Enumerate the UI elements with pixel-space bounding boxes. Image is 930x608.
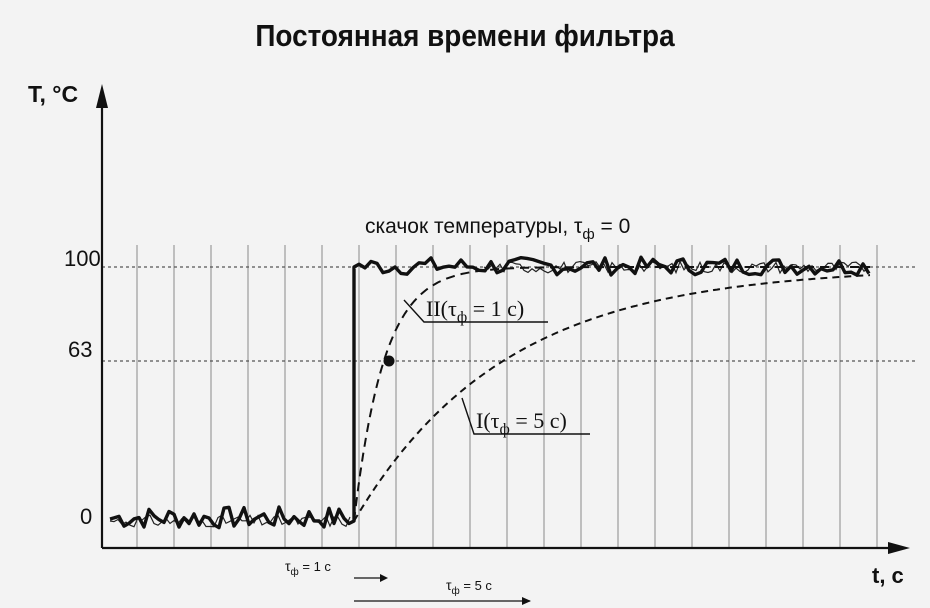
filter1-label: I(τф = 5 с)	[476, 408, 567, 438]
y-axis-arrow	[96, 84, 108, 108]
point-63-percent	[383, 355, 395, 367]
x-axis-arrow	[888, 542, 910, 554]
filter2-leader	[403, 299, 548, 323]
filter2-label: II(τф = 1 с)	[426, 296, 524, 326]
grid	[102, 245, 915, 548]
y-tick-label-0: 0	[80, 504, 92, 529]
chart-title: Постоянная времени фильтра	[255, 18, 675, 53]
series-filter-tau1	[353, 266, 870, 522]
y-axis-label: T, °С	[28, 81, 78, 107]
x-axis-label: t, с	[872, 563, 904, 588]
tau1-arrow	[380, 574, 388, 582]
tau5-arrow	[522, 597, 531, 605]
y-tick-label-100: 100	[64, 246, 101, 271]
tau5-label: τф = 5 с	[446, 577, 492, 597]
y-tick-label-63: 63	[68, 337, 92, 362]
filter1-leader	[461, 397, 590, 435]
series-filter-tau5	[353, 274, 871, 522]
step-annotation: скачок температуры, τф = 0	[365, 215, 630, 243]
tau1-label: τф = 1 с	[285, 558, 331, 578]
